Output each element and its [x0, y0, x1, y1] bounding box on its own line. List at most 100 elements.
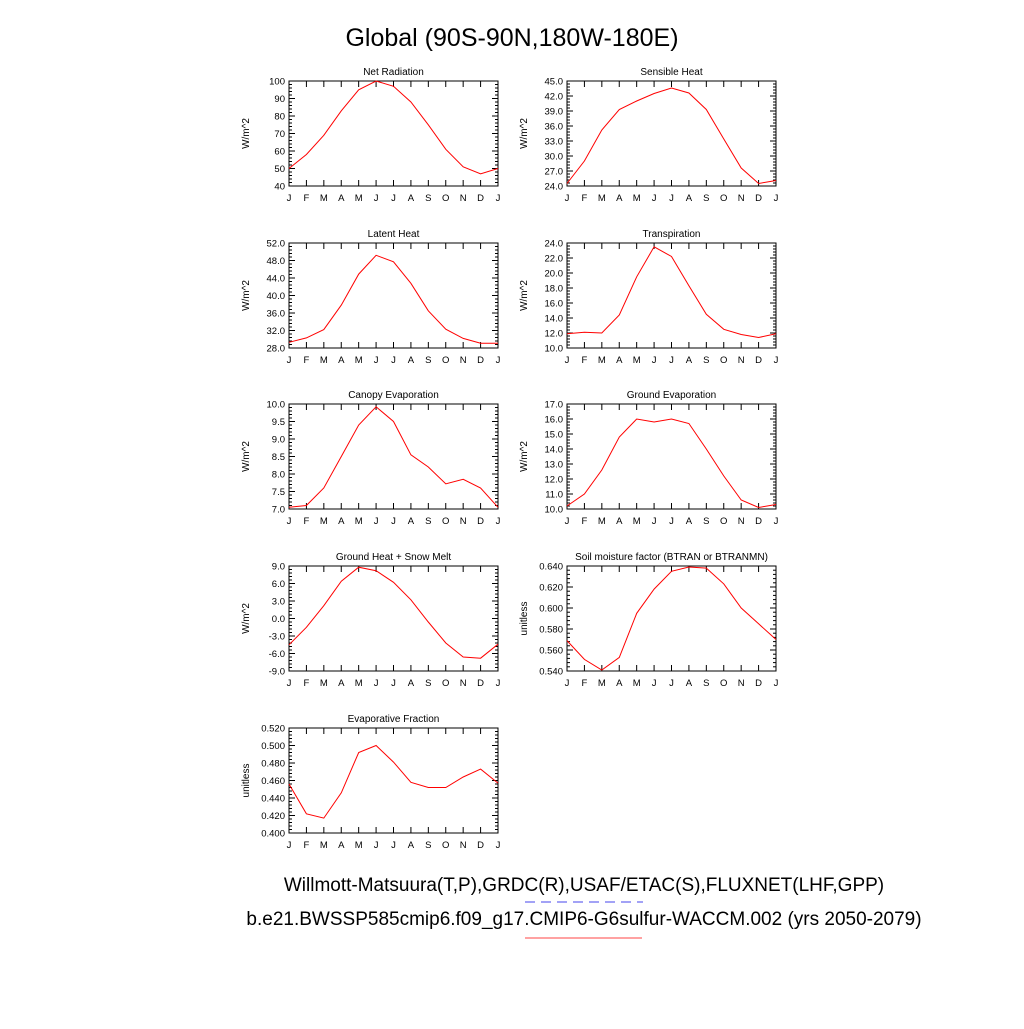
series-line-soil-moisture-factor-btran-or-btranmn [566, 566, 777, 671]
y-tick-label: 30.0 [545, 152, 564, 163]
x-tick-label: J [774, 193, 779, 204]
x-tick-label: J [565, 193, 570, 204]
footer-line-2: b.e21.BWSSP585cmip6.f09_g17.CMIP6-G6sulf… [246, 909, 921, 930]
x-tick-label: N [460, 678, 467, 689]
x-tick-label: M [633, 355, 641, 366]
y-tick-label: 10.0 [545, 505, 564, 516]
x-tick-label: M [355, 840, 363, 851]
x-tick-label: N [738, 355, 745, 366]
x-tick-label: O [442, 678, 449, 689]
y-tick-label: -3.0 [269, 632, 285, 643]
x-tick-label: A [686, 678, 693, 689]
x-tick-label: M [598, 678, 606, 689]
y-tick-label: 40.0 [267, 291, 286, 302]
y-axis-label: W/m^2 [519, 118, 530, 149]
x-tick-label: J [652, 193, 657, 204]
panel-sensible-heat: Sensible Heat W/m^2 24.0 27.0 30.0 33.0 36.0 39… [519, 67, 779, 204]
panel-title: Sensible Heat [640, 67, 702, 78]
y-tick-label: 0.460 [261, 776, 285, 787]
y-tick-label: 12.0 [545, 475, 564, 486]
panel-title: Evaporative Fraction [348, 714, 440, 725]
y-axis-label: unitless [519, 602, 530, 636]
x-tick-label: F [582, 193, 588, 204]
x-tick-label: J [565, 516, 570, 527]
panel-evaporative-fraction: Evaporative Fraction unitless 0.400 0.420 0.… [241, 714, 501, 851]
x-tick-label: O [442, 840, 449, 851]
y-tick-label: 12.0 [545, 329, 564, 340]
x-tick-label: J [287, 840, 292, 851]
x-tick-label: S [425, 840, 431, 851]
x-tick-label: S [703, 355, 709, 366]
x-tick-label: A [338, 516, 345, 527]
x-tick-label: S [703, 516, 709, 527]
x-tick-label: S [425, 193, 431, 204]
plot-frame [288, 242, 499, 349]
x-tick-label: F [304, 193, 310, 204]
x-tick-label: M [320, 678, 328, 689]
y-tick-label: 0.560 [539, 646, 563, 657]
x-tick-label: F [582, 355, 588, 366]
x-tick-label: J [669, 516, 674, 527]
x-tick-label: J [774, 678, 779, 689]
y-tick-label: 45.0 [545, 77, 564, 88]
x-tick-label: D [477, 678, 484, 689]
x-tick-label: J [669, 193, 674, 204]
x-tick-label: F [304, 516, 310, 527]
y-tick-label: 90 [274, 94, 285, 105]
x-tick-label: N [460, 193, 467, 204]
x-tick-label: A [408, 678, 415, 689]
y-tick-label: 15.0 [545, 430, 564, 441]
x-tick-label: A [338, 193, 345, 204]
y-tick-label: 16.0 [545, 299, 564, 310]
y-tick-label: 10.0 [545, 344, 564, 355]
y-tick-label: 44.0 [267, 274, 286, 285]
y-tick-label: 14.0 [545, 445, 564, 456]
x-tick-label: M [633, 516, 641, 527]
y-tick-label: 7.5 [272, 487, 285, 498]
x-tick-label: N [460, 516, 467, 527]
y-tick-label: 0.500 [261, 741, 285, 752]
y-tick-label: 9.0 [272, 435, 285, 446]
plot-frame [288, 80, 499, 187]
y-tick-label: 14.0 [545, 314, 564, 325]
y-tick-label: 0.580 [539, 625, 563, 636]
y-tick-label: 0.480 [261, 759, 285, 770]
x-tick-label: A [616, 516, 623, 527]
plot-frame [566, 80, 777, 187]
y-tick-label: 13.0 [545, 460, 564, 471]
x-tick-label: A [408, 193, 415, 204]
x-tick-label: D [477, 840, 484, 851]
x-tick-label: M [355, 516, 363, 527]
y-tick-label: 6.0 [272, 579, 285, 590]
x-tick-label: S [425, 355, 431, 366]
x-tick-label: J [565, 678, 570, 689]
y-tick-label: 9.0 [272, 562, 285, 573]
y-axis-label: W/m^2 [519, 441, 530, 472]
x-tick-label: M [633, 678, 641, 689]
x-tick-label: M [320, 355, 328, 366]
plot-frame [566, 403, 777, 510]
x-tick-label: J [669, 678, 674, 689]
y-tick-label: 42.0 [545, 92, 564, 103]
x-tick-label: J [652, 678, 657, 689]
x-tick-label: J [652, 516, 657, 527]
x-tick-label: A [686, 516, 693, 527]
y-axis-label: W/m^2 [519, 280, 530, 311]
x-tick-label: A [338, 840, 345, 851]
y-tick-label: 3.0 [272, 597, 285, 608]
y-tick-label: 50 [274, 164, 285, 175]
x-tick-label: D [755, 193, 762, 204]
y-tick-label: 22.0 [545, 254, 564, 265]
x-tick-label: A [686, 355, 693, 366]
x-tick-label: S [703, 193, 709, 204]
y-axis-label: W/m^2 [241, 280, 252, 311]
x-tick-label: F [304, 355, 310, 366]
plot-frame [566, 565, 777, 672]
page-title: Global (90S-90N,180W-180E) [345, 24, 678, 52]
x-tick-label: J [391, 355, 396, 366]
y-tick-label: 52.0 [267, 239, 286, 250]
x-tick-label: D [755, 355, 762, 366]
x-tick-label: A [616, 193, 623, 204]
